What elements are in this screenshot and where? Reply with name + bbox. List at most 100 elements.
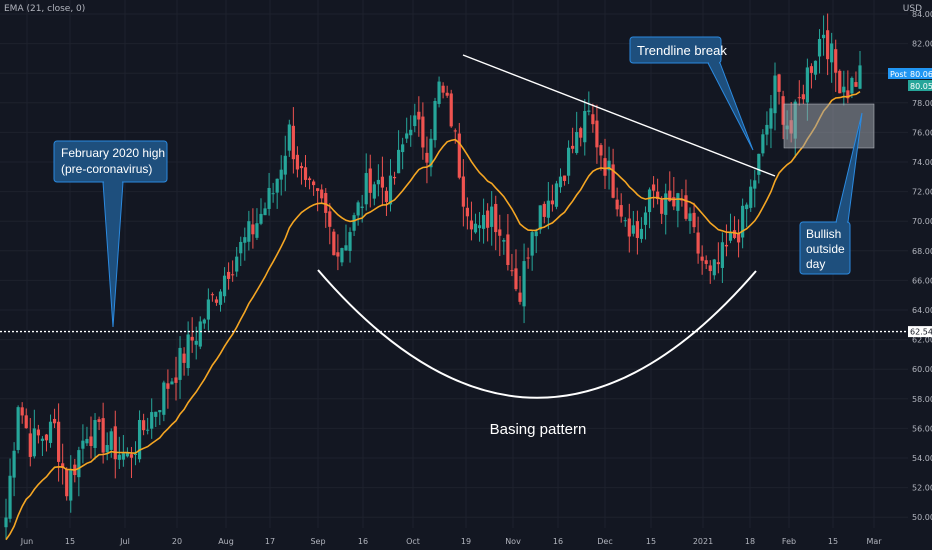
candle-body [239, 241, 243, 254]
candle-body [336, 252, 340, 257]
candle-body [380, 176, 385, 188]
y-tick-label: 68.00 [912, 247, 932, 256]
candle-body [178, 347, 182, 380]
candle-body [409, 129, 413, 136]
candle-body [251, 224, 255, 235]
y-tick-label: 52.00 [912, 484, 932, 493]
candle-body [473, 223, 478, 233]
ema-line [5, 91, 861, 541]
candle-body [295, 154, 300, 170]
x-tick-label: 16 [553, 537, 563, 546]
candle-body [113, 426, 117, 460]
candle-body [186, 334, 190, 369]
candle-body [526, 257, 530, 259]
candle-body [174, 377, 178, 383]
candle-body [364, 173, 368, 205]
candle-body [830, 43, 834, 63]
candle-body [137, 419, 142, 460]
candle-body [433, 100, 437, 141]
candle-body [125, 452, 130, 457]
candle-body [312, 181, 316, 186]
candle-body [834, 49, 838, 73]
candle-body [158, 410, 162, 413]
candle-body [700, 256, 704, 261]
candle-body [575, 132, 579, 153]
candle-body [728, 232, 733, 241]
candle-body [692, 212, 696, 228]
y-tick-label: 56.00 [912, 424, 932, 433]
candle-body [664, 193, 668, 215]
candle-body [510, 270, 514, 272]
candle-body [307, 178, 312, 181]
candle-body [401, 144, 405, 153]
candle-body [368, 168, 372, 193]
candle-body [376, 179, 380, 185]
candle-body [129, 454, 134, 458]
candle-body [651, 184, 656, 191]
candle-body [16, 407, 20, 450]
candle-body [429, 138, 433, 168]
candle-body [502, 240, 506, 242]
candle-body [809, 66, 814, 73]
candle-body [732, 230, 737, 238]
candle-body [813, 60, 818, 75]
candle-body [619, 205, 623, 217]
candle-body [441, 85, 445, 93]
candle-body [704, 260, 708, 264]
candle-body [765, 124, 769, 135]
x-tick-label: Jul [119, 537, 130, 546]
callout-bullish-line2: outside [806, 242, 845, 256]
basing-arc [317, 269, 757, 399]
candle-body [356, 202, 360, 216]
candle-body [81, 440, 85, 449]
candle-body [506, 234, 510, 265]
candle-body [797, 97, 801, 99]
candle-body [761, 134, 765, 154]
level-value-text: 62.54 [910, 328, 932, 337]
candle-body [105, 445, 109, 453]
x-axis: Jun 15 Jul 20 Aug 17 Sep 16 Oct 19 Nov 16 Dec 15 2021 1… [20, 537, 883, 546]
candle-body [534, 231, 538, 237]
candle-body [12, 450, 16, 478]
candle-body [121, 453, 125, 460]
candle-body [218, 291, 223, 305]
candle-body [348, 232, 352, 251]
candle-body [291, 125, 295, 160]
candle-body [190, 336, 194, 341]
candle-body [530, 232, 534, 256]
candle-body [40, 438, 45, 441]
candle-body [396, 149, 401, 174]
x-tick-label: 15 [646, 537, 656, 546]
candle-body [481, 214, 486, 229]
candle-body [498, 229, 502, 236]
candle-body [842, 86, 846, 93]
candle-body [712, 259, 716, 276]
y-tick-label: 74.00 [912, 158, 932, 167]
candle-body [587, 110, 591, 112]
candle-body [52, 418, 57, 424]
candle-body [142, 420, 146, 431]
candle-body [684, 195, 688, 219]
y-tick-label: 70.00 [912, 217, 932, 226]
candle-body [660, 199, 664, 214]
candle-body [445, 92, 449, 96]
candle-body [263, 208, 267, 216]
candle-body [635, 221, 639, 238]
candle-body [437, 81, 441, 104]
candle-body [388, 175, 393, 205]
price-label-last: 80.05 [908, 80, 932, 91]
candle-body [457, 133, 461, 178]
candle-body [154, 411, 158, 417]
candle-body [781, 96, 785, 125]
candle-body [668, 190, 672, 202]
price-label-level: 62.54 [908, 326, 932, 338]
candle-body [801, 94, 805, 100]
y-tick-label: 78.00 [912, 99, 932, 108]
x-tick-label: Dec [597, 537, 612, 546]
candle-body [817, 38, 822, 57]
candle-body [170, 381, 174, 385]
candle-body [44, 434, 49, 441]
candle-body [708, 265, 712, 272]
x-tick-label: 15 [828, 537, 838, 546]
